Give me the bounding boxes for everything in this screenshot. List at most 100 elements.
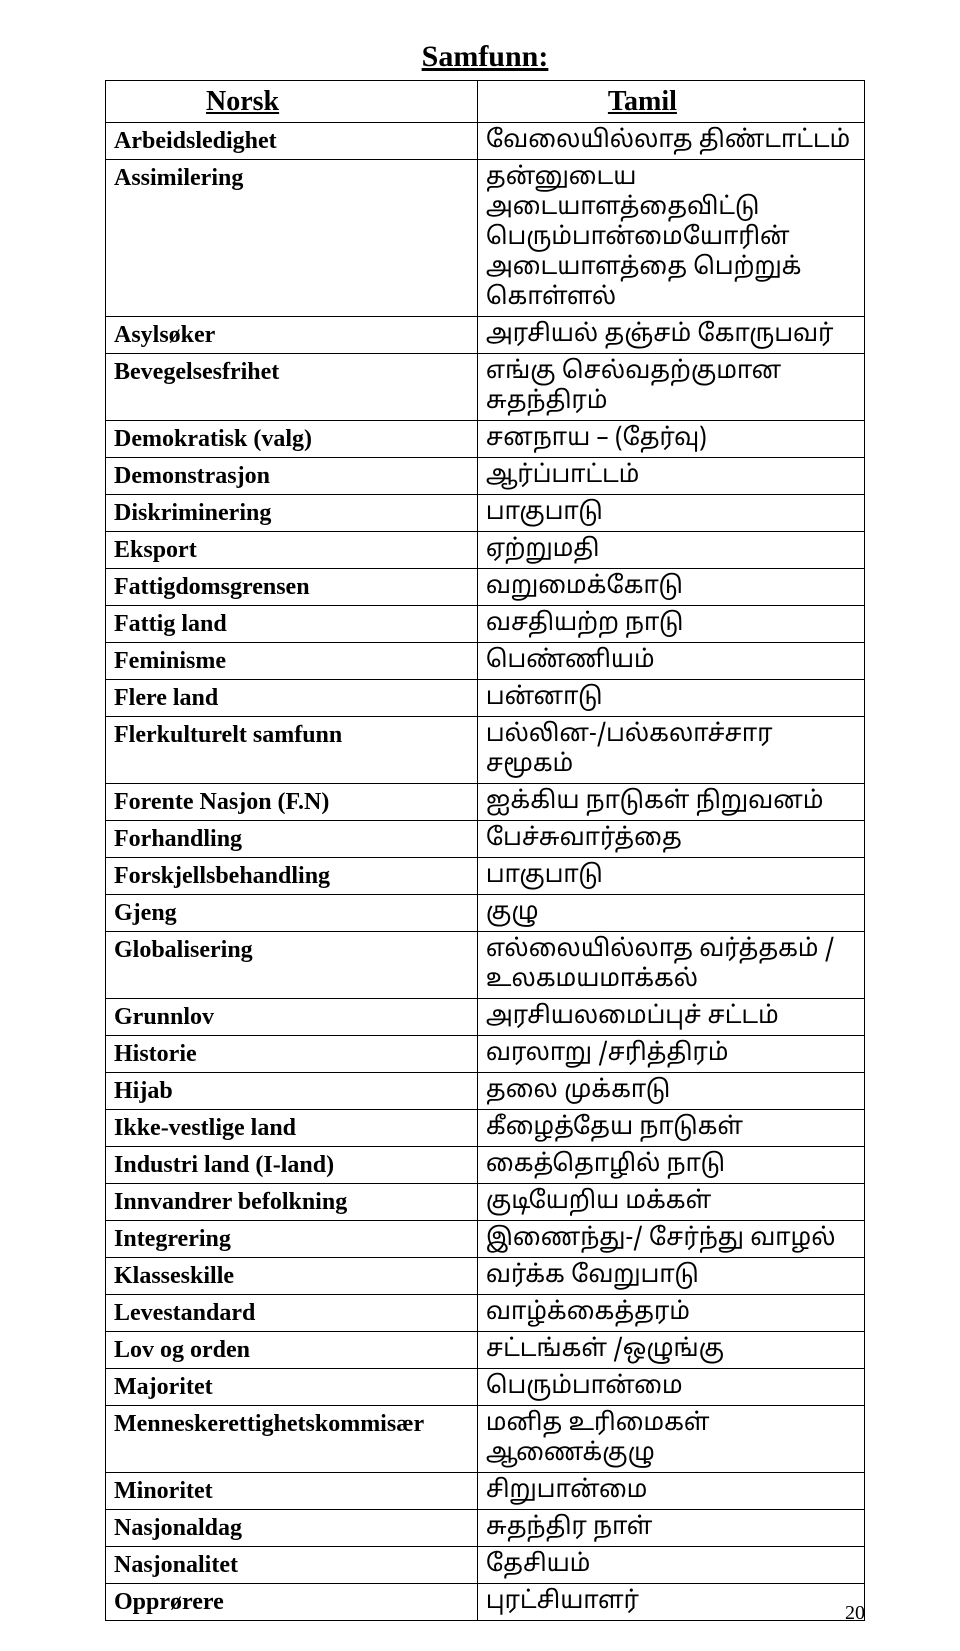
cell-norsk: Menneskerettighetskommisær [106, 1406, 478, 1473]
cell-norsk: Diskriminering [106, 495, 478, 532]
cell-tamil: சிறுபான்மை [477, 1473, 864, 1510]
table-row: Asylsøkerஅரசியல் தஞ்சம் கோருபவர் [106, 317, 865, 354]
cell-norsk: Fattig land [106, 606, 478, 643]
section-title: Samfunn: [105, 40, 865, 74]
cell-norsk: Bevegelsesfrihet [106, 354, 478, 421]
cell-norsk: Integrering [106, 1221, 478, 1258]
cell-tamil: அரசியலமைப்புச் சட்டம் [477, 999, 864, 1036]
cell-tamil: வர்க்க வேறுபாடு [477, 1258, 864, 1295]
cell-norsk: Grunnlov [106, 999, 478, 1036]
table-row: Majoritetபெரும்பான்மை [106, 1369, 865, 1406]
cell-norsk: Asylsøker [106, 317, 478, 354]
cell-tamil: வரலாறு /சரித்திரம் [477, 1036, 864, 1073]
table-row: Lov og ordenசட்டங்கள் /ஒழுங்கு [106, 1332, 865, 1369]
cell-norsk: Arbeidsledighet [106, 123, 478, 160]
table-row: Forente Nasjon (F.N)ஐக்கிய நாடுகள் நிறுவ… [106, 784, 865, 821]
table-row: Ikke-vestlige landகீழைத்தேய நாடுகள் [106, 1110, 865, 1147]
table-row: Minoritetசிறுபான்மை [106, 1473, 865, 1510]
cell-norsk: Demonstrasjon [106, 458, 478, 495]
table-row: Historieவரலாறு /சரித்திரம் [106, 1036, 865, 1073]
table-row: Arbeidsledighetவேலையில்லாத திண்டாட்டம் [106, 123, 865, 160]
table-row: Menneskerettighetskommisærமனித உரிமைகள் … [106, 1406, 865, 1473]
cell-tamil: குழு [477, 895, 864, 932]
cell-norsk: Lov og orden [106, 1332, 478, 1369]
cell-tamil: சட்டங்கள் /ஒழுங்கு [477, 1332, 864, 1369]
table-row: Demonstrasjonஆர்ப்பாட்டம் [106, 458, 865, 495]
table-row: Nasjonaldagசுதந்திர நாள் [106, 1510, 865, 1547]
cell-norsk: Globalisering [106, 932, 478, 999]
table-row: Flerkulturelt samfunnபல்லின-/பல்கலாச்சார… [106, 717, 865, 784]
header-tamil: Tamil [477, 81, 864, 123]
cell-norsk: Innvandrer befolkning [106, 1184, 478, 1221]
table-row: Globaliseringஎல்லையில்லாத வர்த்தகம் / உல… [106, 932, 865, 999]
cell-norsk: Forskjellsbehandling [106, 858, 478, 895]
cell-norsk: Majoritet [106, 1369, 478, 1406]
cell-norsk: Opprørere [106, 1584, 478, 1621]
table-row: Klasseskilleவர்க்க வேறுபாடு [106, 1258, 865, 1295]
cell-tamil: தன்னுடைய அடையாளத்தைவிட்டு பெரும்பான்மையோ… [477, 160, 864, 317]
cell-norsk: Forente Nasjon (F.N) [106, 784, 478, 821]
vocab-table: Norsk Tamil Arbeidsledighetவேலையில்லாத த… [105, 80, 865, 1621]
cell-norsk: Klasseskille [106, 1258, 478, 1295]
cell-tamil: இணைந்து-/ சேர்ந்து வாழல் [477, 1221, 864, 1258]
cell-tamil: ஏற்றுமதி [477, 532, 864, 569]
cell-norsk: Historie [106, 1036, 478, 1073]
table-row: Hijabதலை முக்காடு [106, 1073, 865, 1110]
cell-tamil: பெண்ணியம் [477, 643, 864, 680]
table-row: Nasjonalitetதேசியம் [106, 1547, 865, 1584]
cell-tamil: தேசியம் [477, 1547, 864, 1584]
cell-tamil: வேலையில்லாத திண்டாட்டம் [477, 123, 864, 160]
cell-norsk: Eksport [106, 532, 478, 569]
table-row: Fattig landவசதியற்ற நாடு [106, 606, 865, 643]
cell-tamil: ஐக்கிய நாடுகள் நிறுவனம் [477, 784, 864, 821]
cell-norsk: Flerkulturelt samfunn [106, 717, 478, 784]
cell-norsk: Hijab [106, 1073, 478, 1110]
cell-norsk: Feminisme [106, 643, 478, 680]
table-row: Bevegelsesfrihetஎங்கு செல்வதற்குமான சுதந… [106, 354, 865, 421]
cell-tamil: கைத்தொழில் நாடு [477, 1147, 864, 1184]
table-row: Flere landபன்னாடு [106, 680, 865, 717]
table-row: Fattigdomsgrensenவறுமைக்கோடு [106, 569, 865, 606]
table-row: Eksportஏற்றுமதி [106, 532, 865, 569]
table-row: Assimileringதன்னுடைய அடையாளத்தைவிட்டு பெ… [106, 160, 865, 317]
cell-norsk: Nasjonaldag [106, 1510, 478, 1547]
cell-norsk: Gjeng [106, 895, 478, 932]
cell-norsk: Fattigdomsgrensen [106, 569, 478, 606]
cell-tamil: வறுமைக்கோடு [477, 569, 864, 606]
table-row: Grunnlovஅரசியலமைப்புச் சட்டம் [106, 999, 865, 1036]
cell-norsk: Levestandard [106, 1295, 478, 1332]
cell-norsk: Demokratisk (valg) [106, 421, 478, 458]
page-number: 20 [845, 1602, 865, 1625]
table-row: Levestandardவாழ்க்கைத்தரம் [106, 1295, 865, 1332]
cell-tamil: மனித உரிமைகள் ஆணைக்குழு [477, 1406, 864, 1473]
cell-tamil: புரட்சியாளர் [477, 1584, 864, 1621]
cell-tamil: பெரும்பான்மை [477, 1369, 864, 1406]
cell-tamil: பன்னாடு [477, 680, 864, 717]
cell-norsk: Assimilering [106, 160, 478, 317]
table-row: Diskrimineringபாகுபாடு [106, 495, 865, 532]
table-row: Industri land (I-land)கைத்தொழில் நாடு [106, 1147, 865, 1184]
table-row: Innvandrer befolkningகுடியேறிய மக்கள் [106, 1184, 865, 1221]
cell-tamil: குடியேறிய மக்கள் [477, 1184, 864, 1221]
cell-norsk: Ikke-vestlige land [106, 1110, 478, 1147]
table-row: Feminismeபெண்ணியம் [106, 643, 865, 680]
table-row: Integreringஇணைந்து-/ சேர்ந்து வாழல் [106, 1221, 865, 1258]
cell-tamil: ஆர்ப்பாட்டம் [477, 458, 864, 495]
cell-tamil: பாகுபாடு [477, 495, 864, 532]
cell-tamil: வாழ்க்கைத்தரம் [477, 1295, 864, 1332]
cell-tamil: எங்கு செல்வதற்குமான சுதந்திரம் [477, 354, 864, 421]
table-row: Forskjellsbehandlingபாகுபாடு [106, 858, 865, 895]
cell-tamil: பேச்சுவார்த்தை [477, 821, 864, 858]
cell-tamil: வசதியற்ற நாடு [477, 606, 864, 643]
table-row: Opprørereபுரட்சியாளர் [106, 1584, 865, 1621]
cell-tamil: சனநாய – (தேர்வு) [477, 421, 864, 458]
cell-tamil: அரசியல் தஞ்சம் கோருபவர் [477, 317, 864, 354]
cell-norsk: Flere land [106, 680, 478, 717]
table-header-row: Norsk Tamil [106, 81, 865, 123]
cell-tamil: சுதந்திர நாள் [477, 1510, 864, 1547]
cell-norsk: Industri land (I-land) [106, 1147, 478, 1184]
table-row: Demokratisk (valg)சனநாய – (தேர்வு) [106, 421, 865, 458]
table-row: Gjengகுழு [106, 895, 865, 932]
cell-norsk: Minoritet [106, 1473, 478, 1510]
cell-tamil: எல்லையில்லாத வர்த்தகம் / உலகமயமாக்கல் [477, 932, 864, 999]
